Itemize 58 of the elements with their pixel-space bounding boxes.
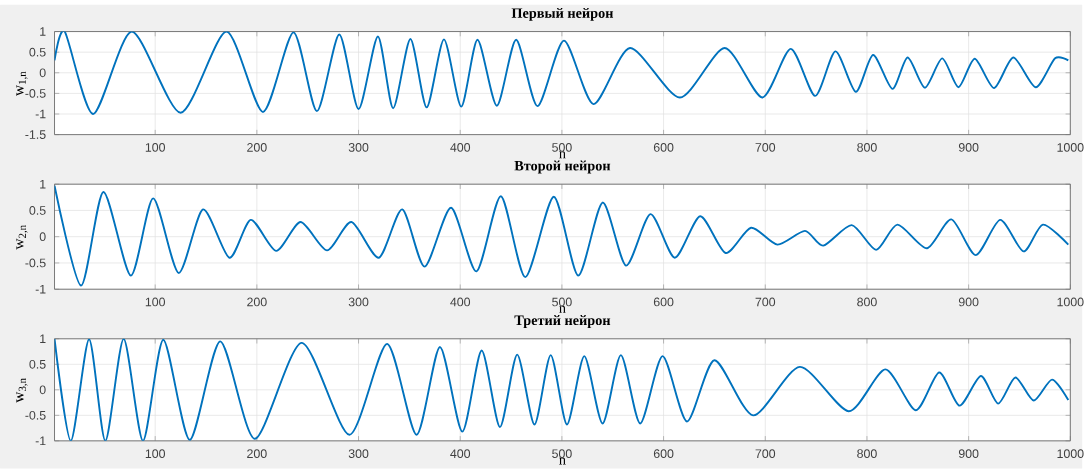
x-tick-label: 100 bbox=[145, 297, 166, 307]
x-tick-label: 400 bbox=[450, 297, 471, 307]
y-axis-title: w$_{3,n}$ bbox=[16, 378, 28, 403]
x-tick-label: 200 bbox=[247, 142, 267, 152]
y-tick-label: 0 bbox=[39, 385, 46, 395]
chart-title: Второй нейрон bbox=[514, 160, 611, 174]
x-tick-label: 700 bbox=[755, 142, 776, 152]
x-tick-label: 100 bbox=[145, 449, 166, 458]
y-tick-label: 1 bbox=[40, 27, 46, 36]
x-axis-title: n bbox=[559, 457, 566, 465]
x-tick-label: 900 bbox=[958, 142, 979, 152]
line-series bbox=[54, 338, 1070, 441]
x-axis-title: n bbox=[559, 305, 566, 313]
y-axis-title: w$_{2,n}$ bbox=[16, 224, 28, 250]
x-tick-label: 600 bbox=[653, 449, 674, 458]
y-tick-label: -0.5 bbox=[25, 410, 46, 420]
y-tick-label: 1 bbox=[40, 179, 46, 189]
x-tick-label: 300 bbox=[348, 142, 369, 152]
x-tick-label: 800 bbox=[857, 142, 877, 152]
y-axis-title: w$_{1,n}$ bbox=[16, 71, 28, 96]
x-tick-label: 1000 bbox=[1057, 297, 1084, 307]
x-tick-label: 200 bbox=[247, 297, 267, 307]
x-axis-title: n bbox=[559, 151, 566, 159]
x-tick-label: 1000 bbox=[1057, 449, 1084, 458]
x-tick-label: 300 bbox=[348, 449, 369, 458]
y-tick-label: 0 bbox=[39, 68, 46, 77]
chart-title: Первый нейрон bbox=[511, 7, 614, 21]
y-tick-label: -1 bbox=[35, 436, 46, 445]
y-tick-label: 0 bbox=[39, 232, 46, 241]
y-tick-label: -1.5 bbox=[25, 130, 46, 139]
x-tick-label: 900 bbox=[958, 449, 979, 458]
y-tick-label: -0.5 bbox=[25, 258, 46, 268]
x-tick-label: 1000 bbox=[1057, 142, 1084, 152]
x-tick-label: 900 bbox=[958, 297, 979, 307]
y-tick-label: -0.5 bbox=[25, 88, 46, 98]
y-tick-label: 0.5 bbox=[29, 359, 46, 369]
y-tick-label: 1 bbox=[40, 334, 46, 343]
x-tick-label: 600 bbox=[653, 142, 674, 152]
x-tick-label: 400 bbox=[450, 142, 471, 152]
x-tick-label: 700 bbox=[755, 297, 776, 307]
line-series bbox=[54, 31, 1070, 115]
x-tick-label: 700 bbox=[755, 449, 776, 458]
y-tick-label: 0.5 bbox=[29, 47, 46, 57]
x-tick-label: 300 bbox=[348, 297, 369, 307]
x-tick-label: 500 bbox=[552, 142, 572, 152]
line-series bbox=[54, 184, 1070, 287]
x-tick-label: 500 bbox=[552, 297, 572, 307]
x-tick-label: 800 bbox=[857, 297, 877, 307]
x-tick-label: 200 bbox=[247, 449, 267, 458]
y-tick-label: 0.5 bbox=[29, 205, 46, 215]
x-tick-label: 500 bbox=[552, 449, 572, 458]
chart-title: Третий нейрон bbox=[514, 314, 611, 328]
y-tick-label: -1 bbox=[35, 109, 46, 119]
y-tick-label: -1 bbox=[35, 284, 46, 294]
x-tick-label: 400 bbox=[450, 449, 471, 458]
x-tick-label: 600 bbox=[653, 297, 674, 307]
x-tick-label: 800 bbox=[857, 449, 877, 458]
x-tick-label: 100 bbox=[145, 142, 166, 152]
